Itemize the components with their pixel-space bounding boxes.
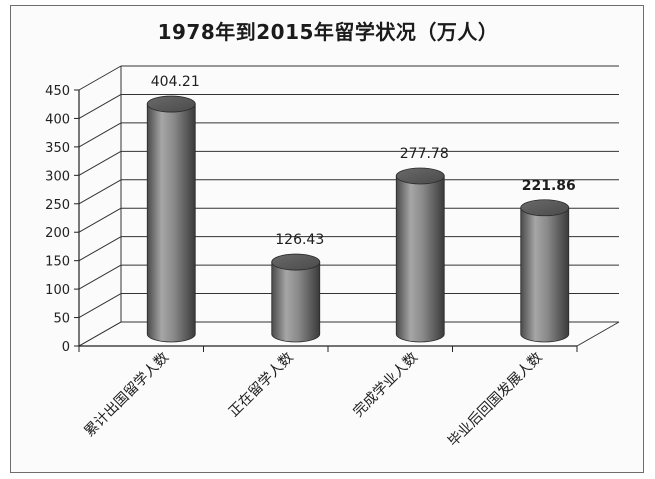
data-label: 277.78: [400, 146, 449, 162]
chart-title: 1978年到2015年留学状况（万人）: [157, 20, 499, 44]
y-tick-label: 400: [45, 112, 70, 127]
y-tick-label: 100: [45, 283, 70, 298]
y-tick-label: 200: [45, 226, 70, 241]
floor-right-edge: [576, 321, 620, 347]
y-tick-label: 250: [45, 198, 70, 213]
bar-top: [146, 95, 196, 113]
side-wall-line: [78, 264, 122, 290]
x-tick-label: 累计出国留学人数: [82, 350, 173, 441]
bar-body: [520, 207, 570, 343]
side-wall-line: [78, 94, 122, 119]
side-wall-line: [78, 207, 122, 233]
bar-1: [146, 95, 196, 343]
y-tick-label: 450: [45, 84, 70, 99]
x-tick-label: 毕业后回国发展人数: [445, 350, 545, 450]
bar-body: [146, 103, 196, 343]
bar-body: [395, 175, 445, 343]
side-wall-line: [78, 179, 122, 205]
bar-3: [395, 167, 445, 343]
bar-body: [271, 261, 321, 343]
y-tick-label: 300: [45, 169, 70, 184]
side-wall-line: [78, 293, 122, 318]
side-wall-line: [78, 236, 122, 262]
side-wall-line: [78, 150, 122, 176]
x-tick-label: 正在留学人数: [226, 350, 297, 421]
side-wall-line: [78, 122, 122, 148]
y-tick-label: 0: [62, 340, 70, 355]
side-wall-line: [78, 321, 122, 347]
side-wall-line: [78, 65, 122, 91]
data-label: 126.43: [275, 232, 324, 248]
chart-frame: 1978年到2015年留学状况（万人） 0 50 100 150 200 250 300 35…: [10, 5, 644, 473]
chart-plot: 0 50 100 150 200 250 300 350 400 450 404.21 126.43 2…: [45, 65, 620, 450]
bar-2: [271, 253, 321, 343]
data-label: 404.21: [151, 74, 200, 90]
bar-top: [520, 199, 570, 217]
y-tick-label: 350: [45, 141, 70, 156]
bar-top: [271, 253, 321, 271]
y-tick-label: 150: [45, 255, 70, 270]
y-tick-label: 50: [53, 312, 70, 327]
bar-top: [395, 167, 445, 185]
bar-4: [520, 199, 570, 343]
x-tick-label: 完成学业人数: [350, 350, 421, 421]
data-label: 221.86: [522, 178, 576, 194]
